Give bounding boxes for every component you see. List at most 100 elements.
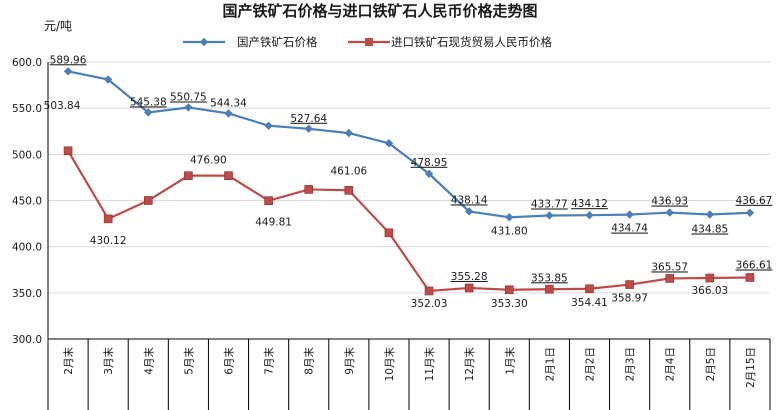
data-label: 353.30 bbox=[491, 298, 528, 310]
legend-marker bbox=[199, 37, 209, 47]
y-tick-label: 350.0 bbox=[12, 288, 42, 300]
data-label: 436.67 bbox=[736, 195, 773, 207]
data-point bbox=[745, 273, 755, 282]
data-label: 461.06 bbox=[330, 165, 367, 177]
data-point bbox=[625, 210, 634, 219]
data-point bbox=[184, 103, 193, 112]
axes bbox=[47, 62, 771, 410]
data-point bbox=[384, 139, 394, 148]
x-category-label: 2月4日 bbox=[665, 347, 677, 381]
x-category-label: 7月末 bbox=[263, 347, 276, 375]
data-label: 355.28 bbox=[451, 271, 488, 283]
x-category-label: 2月末 bbox=[62, 347, 75, 375]
x-axis-categories: 2月末 3月末 4月末 5月末 6月末 7月末 8月末 9月末 10月末 11月末 12月末 1月末 2… bbox=[62, 347, 757, 389]
x-category-label: 11月末 bbox=[423, 347, 436, 382]
data-label: 527.64 bbox=[290, 113, 327, 125]
data-point bbox=[344, 185, 354, 195]
data-point bbox=[585, 284, 594, 294]
data-label: 358.97 bbox=[611, 293, 648, 305]
legend-item: 进口铁矿石现货贸易人民币价格 bbox=[348, 35, 552, 49]
x-category-label: 2月15日 bbox=[745, 347, 757, 388]
data-label: 434.74 bbox=[611, 223, 648, 235]
x-category-label: 6月末 bbox=[223, 347, 236, 375]
series-1: 503.84 430.12 476.90 449.81 461.06 352.03 355.… bbox=[44, 100, 773, 310]
x-category-label: 3月末 bbox=[102, 347, 115, 375]
series-0: 589.96 545.38 550.75 544.34 527.64 478.95 438.… bbox=[50, 54, 773, 237]
y-axis-unit: 元/吨 bbox=[44, 19, 72, 33]
y-tick-label: 600.0 bbox=[12, 57, 42, 69]
data-label: 476.90 bbox=[190, 155, 227, 167]
data-point bbox=[384, 228, 394, 238]
series-line bbox=[67, 150, 750, 293]
data-label: 503.84 bbox=[44, 100, 81, 112]
x-category-label: 2月1日 bbox=[544, 347, 556, 381]
y-tick-label: 300.0 bbox=[12, 334, 42, 346]
data-point bbox=[264, 121, 273, 130]
x-category-label: 5月末 bbox=[182, 347, 195, 375]
data-label: 550.75 bbox=[170, 91, 207, 103]
data-point bbox=[665, 208, 674, 217]
data-point bbox=[545, 211, 554, 220]
data-point bbox=[665, 274, 675, 283]
data-point bbox=[745, 208, 755, 218]
data-point bbox=[304, 124, 313, 134]
y-axis-ticks: 300.0 350.0 400.0 450.0 500.0 550.0 600.0 bbox=[12, 57, 42, 346]
y-tick-label: 400.0 bbox=[12, 242, 42, 254]
data-point bbox=[585, 210, 594, 220]
data-label: 366.61 bbox=[736, 259, 773, 271]
x-category-label: 10月末 bbox=[383, 347, 396, 382]
data-point bbox=[424, 286, 434, 296]
y-tick-label: 450.0 bbox=[12, 196, 42, 208]
data-label: 544.34 bbox=[210, 97, 247, 109]
data-label: 436.93 bbox=[651, 196, 688, 208]
data-point bbox=[424, 169, 434, 178]
data-point bbox=[143, 196, 153, 205]
y-tick-label: 500.0 bbox=[12, 149, 42, 161]
data-label: 589.96 bbox=[50, 54, 87, 66]
x-category-label: 12月末 bbox=[463, 347, 476, 382]
data-point bbox=[103, 75, 113, 84]
legend-marker bbox=[365, 38, 373, 46]
data-label: 366.03 bbox=[691, 285, 728, 297]
data-point bbox=[505, 213, 514, 222]
y-tick-label: 550.0 bbox=[12, 103, 42, 115]
data-point bbox=[504, 285, 514, 295]
data-point bbox=[63, 146, 73, 156]
data-point bbox=[625, 280, 634, 289]
data-label: 430.12 bbox=[90, 235, 127, 247]
grid bbox=[48, 61, 770, 294]
data-label: 545.38 bbox=[130, 96, 167, 108]
x-category-label: 4月末 bbox=[142, 347, 155, 375]
x-category-label: 8月末 bbox=[303, 347, 316, 375]
series-line bbox=[67, 70, 750, 219]
data-label: 434.12 bbox=[571, 198, 608, 210]
data-label: 431.80 bbox=[491, 225, 528, 237]
data-label: 354.41 bbox=[571, 297, 608, 309]
data-label: 449.81 bbox=[255, 217, 292, 229]
data-point bbox=[344, 128, 354, 138]
data-point bbox=[304, 185, 314, 194]
x-category-label: 2月5日 bbox=[705, 347, 717, 381]
data-label: 433.77 bbox=[531, 198, 568, 210]
legend-item: 国产铁矿石价格 bbox=[183, 35, 318, 49]
x-category-label: 1月末 bbox=[503, 347, 516, 375]
data-point bbox=[464, 207, 474, 216]
data-point bbox=[63, 67, 73, 76]
data-label: 365.57 bbox=[651, 261, 688, 273]
data-point bbox=[705, 273, 715, 283]
legend-label: 进口铁矿石现货贸易人民币价格 bbox=[391, 35, 552, 49]
data-point bbox=[184, 171, 193, 180]
data-point bbox=[545, 284, 554, 294]
data-label: 434.85 bbox=[691, 223, 728, 235]
data-point bbox=[464, 283, 474, 293]
legend-label: 国产铁矿石价格 bbox=[237, 35, 318, 49]
data-point bbox=[224, 171, 233, 180]
data-point bbox=[705, 210, 715, 219]
data-point bbox=[264, 196, 273, 205]
data-label: 353.85 bbox=[531, 272, 568, 284]
data-point bbox=[144, 108, 153, 117]
chart-title: 国产铁矿石价格与进口铁矿石人民币价格走势图 bbox=[222, 2, 537, 20]
data-label: 478.95 bbox=[411, 157, 448, 169]
legend: 国产铁矿石价格 进口铁矿石现货贸易人民币价格 bbox=[183, 35, 552, 49]
